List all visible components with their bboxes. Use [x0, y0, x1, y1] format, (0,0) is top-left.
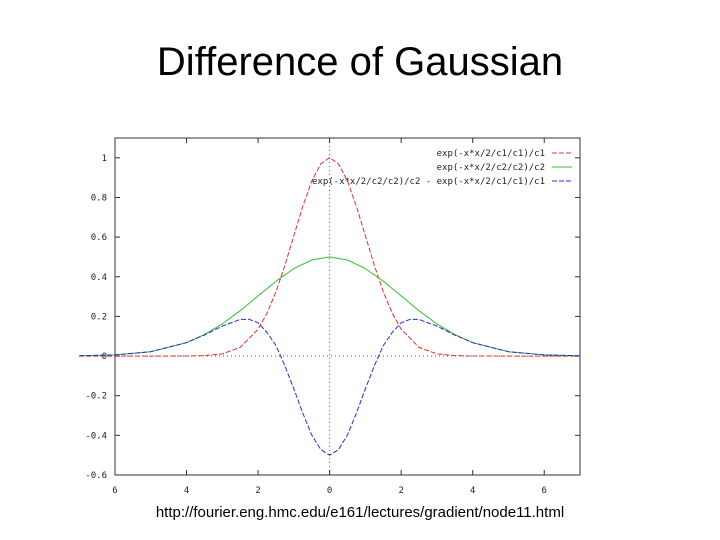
legend-label-1: exp(-x*x/2/c1/c1)/c1: [437, 149, 545, 159]
plot-frame: [114, 137, 581, 476]
series-line-3: [79, 318, 581, 456]
y-tick-label: 0.6: [91, 233, 107, 243]
chart-svg: 1 0.8 0.6 0.4 0.2 0 -0.2 -0.4 -0.6 6 4 2 0 2 4 6 exp(-x…: [75, 130, 595, 500]
y-tick-label: 0: [102, 352, 107, 362]
x-tick-label: 2: [255, 486, 260, 496]
chart-background: [75, 130, 595, 500]
y-tick-label: -0.6: [85, 471, 107, 481]
x-tick-label: 0: [327, 486, 332, 496]
y-tick-label: 0.8: [91, 193, 107, 203]
y-tick-label: 0.4: [91, 273, 107, 283]
x-tick-label: 6: [542, 486, 547, 496]
y-tick-label: -0.4: [85, 431, 107, 441]
x-tick-label: 2: [398, 486, 403, 496]
y-tick-label: 1: [102, 154, 107, 164]
legend-label-3: exp(-x*x/2/c2/c2)/c2 - exp(-x*x/2/c1/c1)…: [312, 177, 545, 187]
series-line-1: [79, 157, 580, 357]
y-tick-label: 0.2: [91, 312, 107, 322]
source-url[interactable]: http://fourier.eng.hmc.edu/e161/lectures…: [155, 504, 565, 521]
x-tick-label: 4: [470, 486, 475, 496]
chart: 1 0.8 0.6 0.4 0.2 0 -0.2 -0.4 -0.6 6 4 2 0 2 4 6 exp(-x…: [75, 130, 595, 500]
legend-label-2: exp(-x*x/2/c2/c2)/c2: [437, 163, 545, 173]
slide-title: Difference of Gaussian: [156, 40, 564, 84]
x-tick-label: 6: [112, 486, 117, 496]
y-tick-label: -0.2: [85, 392, 107, 402]
x-tick-label: 4: [184, 486, 189, 496]
